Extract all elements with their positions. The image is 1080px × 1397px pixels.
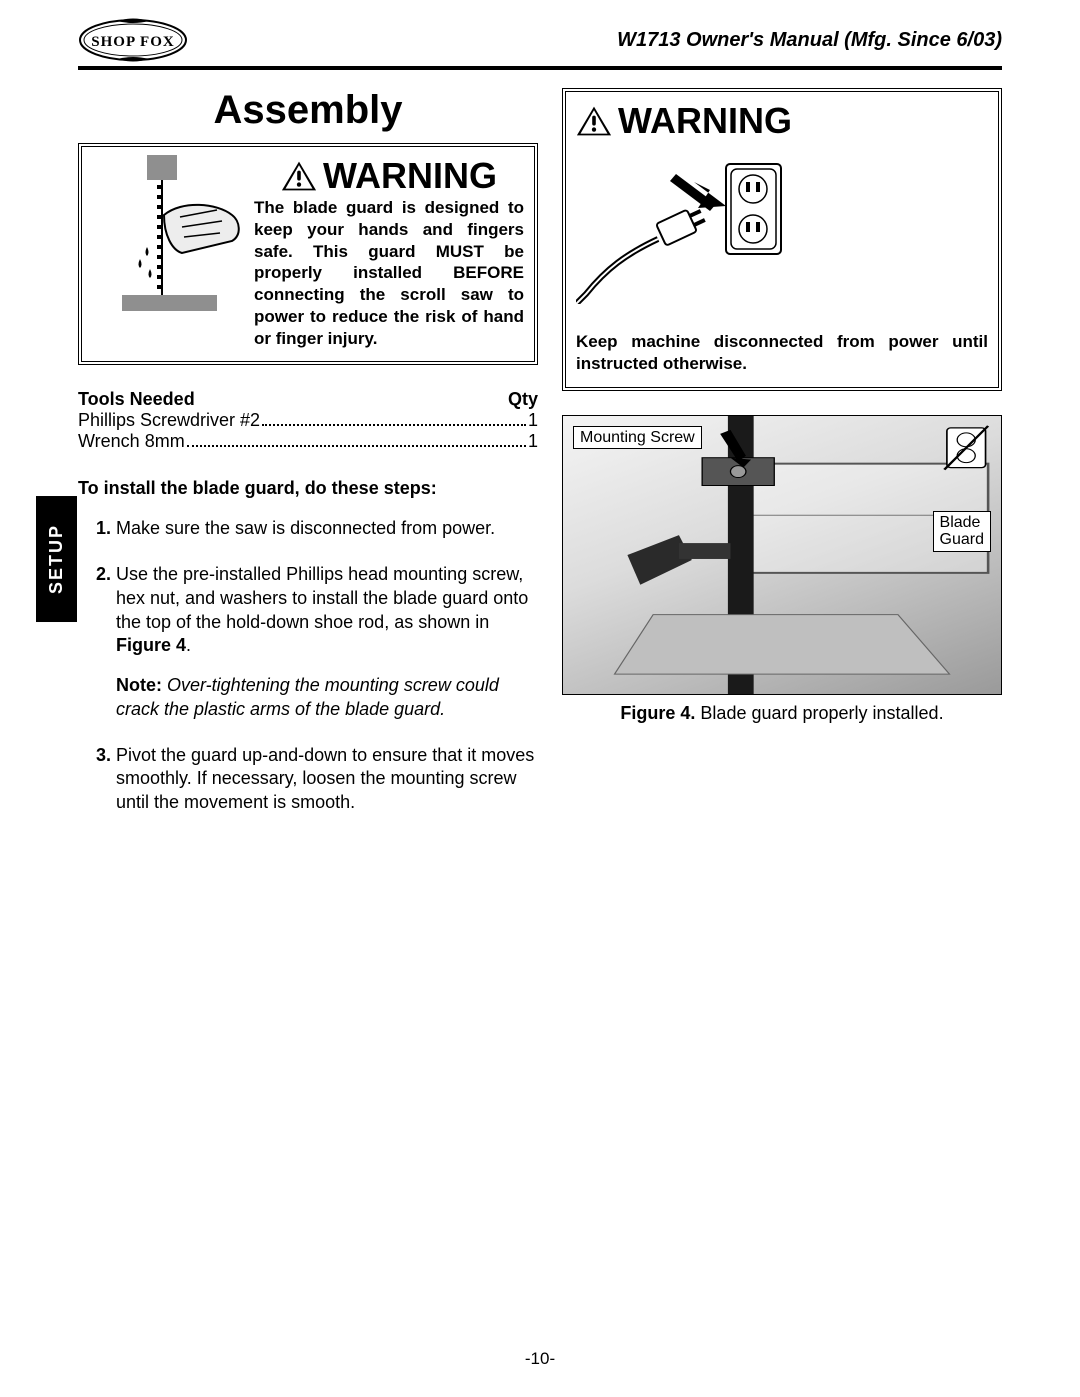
instructions-lead: To install the blade guard, do these ste…: [78, 478, 538, 499]
figure-reference: Figure 4: [116, 635, 186, 655]
alert-triangle-icon: [281, 160, 317, 192]
warning-label-text: WARNING: [323, 155, 497, 197]
tool-qty: 1: [528, 410, 538, 431]
instruction-steps: Make sure the saw is disconnected from p…: [78, 517, 538, 815]
step-note: Note: Over-tightening the mounting screw…: [116, 674, 538, 722]
tools-needed-table: Tools Needed Qty Phillips Screwdriver #2…: [78, 389, 538, 452]
tool-row: Wrench 8mm 1: [78, 431, 538, 452]
warning-label: WARNING: [576, 100, 792, 142]
callout-text: Blade: [940, 514, 981, 531]
section-title: Assembly: [78, 88, 538, 133]
hand-injury-illustration: [92, 155, 242, 320]
warning-label: WARNING: [254, 155, 524, 197]
page-number: -10-: [0, 1349, 1080, 1369]
manual-page: SHOP FOX W1713 Owner's Manual (Mfg. Sinc…: [0, 0, 1080, 1397]
figure-caption: Figure 4. Blade guard properly installed…: [562, 703, 1002, 724]
shop-fox-logo: SHOP FOX: [78, 17, 188, 63]
unplug-illustration: [576, 154, 796, 309]
warning-label-text: WARNING: [618, 100, 792, 142]
warning-box-disconnect: WARNING: [562, 88, 1002, 391]
note-body: Over-tightening the mounting screw could…: [116, 675, 499, 719]
step-2: Use the pre-installed Phillips head moun…: [116, 563, 538, 722]
warning-box-blade-guard: WARNING The blade guard is designed to k…: [78, 143, 538, 365]
step-text: Use the pre-installed Phillips head moun…: [116, 564, 528, 632]
tool-qty: 1: [528, 431, 538, 452]
tool-row: Phillips Screwdriver #2 1: [78, 410, 538, 431]
step-3: Pivot the guard up-and-down to ensure th…: [116, 744, 538, 815]
left-column: Assembly: [78, 88, 538, 837]
warning-body: The blade guard is designed to keep your…: [254, 197, 524, 349]
right-column: WARNING: [562, 88, 1002, 837]
page-header: SHOP FOX W1713 Owner's Manual (Mfg. Sinc…: [78, 20, 1002, 70]
figure-caption-ref: Figure 4.: [620, 703, 695, 723]
manual-title: W1713 Owner's Manual (Mfg. Since 6/03): [617, 29, 1002, 52]
tool-name: Phillips Screwdriver #2: [78, 410, 260, 431]
callout-text: Guard: [940, 531, 984, 548]
leader-dots: [262, 424, 526, 426]
section-tab-setup: SETUP: [36, 496, 77, 622]
step-1: Make sure the saw is disconnected from p…: [116, 517, 538, 541]
callout-mounting-screw: Mounting Screw: [573, 426, 702, 450]
callout-blade-guard: Blade Guard: [933, 511, 991, 552]
logo-text: SHOP FOX: [91, 34, 174, 50]
leader-dots: [187, 445, 526, 447]
step-text: Pivot the guard up-and-down to ensure th…: [116, 745, 534, 813]
tool-name: Wrench 8mm: [78, 431, 185, 452]
content-columns: Assembly: [78, 88, 1002, 837]
warning-text-block: WARNING The blade guard is designed to k…: [254, 155, 524, 349]
warning-body: Keep machine disconnected from power unt…: [576, 331, 988, 375]
step-text: Make sure the saw is disconnected from p…: [116, 518, 495, 538]
tools-header-qty: Qty: [508, 389, 538, 410]
figure-caption-text: Blade guard properly installed.: [695, 703, 943, 723]
figure-4-photo: Mounting Screw Blade Guard: [562, 415, 1002, 695]
tools-header: Tools Needed Qty: [78, 389, 538, 410]
step-text: .: [186, 635, 191, 655]
note-label: Note:: [116, 675, 162, 695]
tools-header-name: Tools Needed: [78, 389, 195, 410]
alert-triangle-icon: [576, 105, 612, 137]
